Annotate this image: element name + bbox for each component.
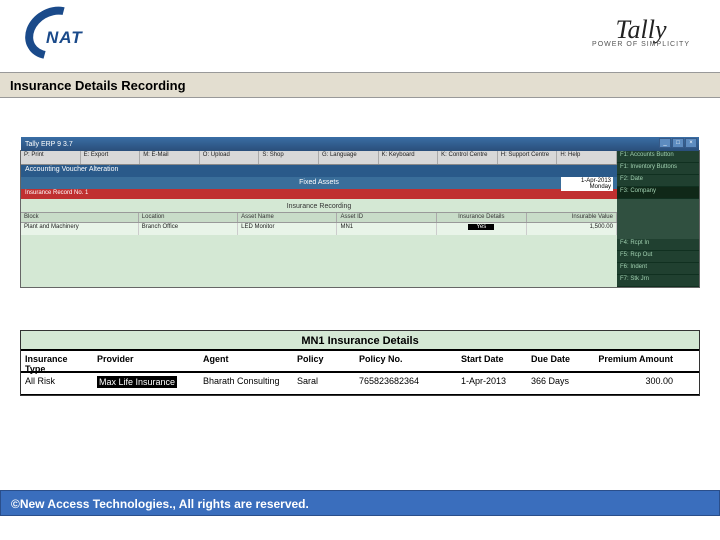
dh-policy: Policy <box>293 351 355 371</box>
sp-spacer <box>617 199 699 239</box>
app-titlebar: Tally ERP 9 3.7 _ □ × <box>21 137 699 151</box>
tb-export[interactable]: E: Export <box>81 151 141 164</box>
sp-company[interactable]: F3: Company <box>617 187 699 199</box>
dc-start: 1-Apr-2013 <box>457 373 527 394</box>
ins-headers: Block Location Asset Name Asset ID Insur… <box>21 212 617 223</box>
window-buttons: _ □ × <box>659 138 697 148</box>
ins-h-location: Location <box>139 213 238 222</box>
tb-support[interactable]: H: Support Centre <box>498 151 558 164</box>
nat-logo: NAT <box>20 6 96 62</box>
ins-c-details[interactable]: Yes <box>437 223 527 235</box>
ins-c-block: Plant and Machinery <box>21 223 139 235</box>
close-button[interactable]: × <box>685 138 697 148</box>
tb-email[interactable]: M: E-Mail <box>140 151 200 164</box>
dc-type: All Risk <box>21 373 93 394</box>
insurance-record-bar: Insurance Record No. 1 <box>21 189 617 199</box>
date-day: Monday <box>563 184 611 190</box>
ins-c-assetid: MN1 <box>337 223 436 235</box>
dc-due: 366 Days <box>527 373 587 394</box>
sp-indent[interactable]: F6: Indent <box>617 263 699 275</box>
ins-h-assetid: Asset ID <box>337 213 436 222</box>
detail-title: MN1 Insurance Details <box>21 331 699 351</box>
fixed-assets-bar: Fixed Assets Ctrl + M <box>21 177 617 189</box>
tally-logo-sub: POWER OF SIMPLICITY <box>592 41 690 48</box>
ins-h-details: Insurance Details <box>437 213 527 222</box>
tb-language[interactable]: G: Language <box>319 151 379 164</box>
footer: ©New Access Technologies., All rights ar… <box>0 490 720 516</box>
ins-c-value: 1,500.00 <box>527 223 617 235</box>
dc-policy: Saral <box>293 373 355 394</box>
tb-keyboard[interactable]: K: Keyboard <box>379 151 439 164</box>
detail-headers: Insurance Type Provider Agent Policy Pol… <box>21 351 699 373</box>
body-area: Insurance Recording Block Location Asset… <box>21 199 617 287</box>
app-title-text: Tally ERP 9 3.7 <box>25 141 73 148</box>
sp-accounts[interactable]: F1: Accounts Button <box>617 151 699 163</box>
tally-logo-text: Tally <box>592 18 690 41</box>
tb-print[interactable]: P: Print <box>21 151 81 164</box>
voucher-bar: Accounting Voucher Alteration <box>21 165 617 177</box>
header: NAT Tally POWER OF SIMPLICITY <box>0 0 720 72</box>
ins-c-asset: LED Monitor <box>238 223 337 235</box>
tally-app-window: Tally ERP 9 3.7 _ □ × P: Print E: Export… <box>20 150 700 288</box>
dc-policyno: 765823682364 <box>355 373 457 394</box>
ins-c-location: Branch Office <box>139 223 238 235</box>
toolbar: P: Print E: Export M: E-Mail O: Upload S… <box>21 151 617 165</box>
tb-control[interactable]: K: Control Centre <box>438 151 498 164</box>
sp-rcpout[interactable]: F5: Rcp Out <box>617 251 699 263</box>
tb-shop[interactable]: S: Shop <box>259 151 319 164</box>
dh-policyno: Policy No. <box>355 351 457 371</box>
detail-row[interactable]: All Risk Max Life Insurance Bharath Cons… <box>21 373 699 395</box>
ins-recording-title: Insurance Recording <box>21 199 617 212</box>
sp-stkjrn[interactable]: F7: Stk Jrn <box>617 275 699 287</box>
nat-logo-text: NAT <box>46 28 83 48</box>
ins-h-value: Insurable Value <box>527 213 617 222</box>
ins-h-block: Block <box>21 213 139 222</box>
yes-cell: Yes <box>468 224 494 230</box>
ins-row[interactable]: Plant and Machinery Branch Office LED Mo… <box>21 223 617 235</box>
tb-upload[interactable]: O: Upload <box>200 151 260 164</box>
tb-help[interactable]: H: Help <box>557 151 617 164</box>
page-title: Insurance Details Recording <box>0 72 720 98</box>
tally-logo: Tally POWER OF SIMPLICITY <box>592 18 690 48</box>
app-main: P: Print E: Export M: E-Mail O: Upload S… <box>21 151 617 287</box>
dh-premium: Premium Amount <box>587 351 677 371</box>
minimize-button[interactable]: _ <box>659 138 671 148</box>
dh-due: Due Date <box>527 351 587 371</box>
dh-provider: Provider <box>93 351 199 371</box>
ins-h-asset: Asset Name <box>238 213 337 222</box>
dh-agent: Agent <box>199 351 293 371</box>
dc-agent: Bharath Consulting <box>199 373 293 394</box>
dh-start: Start Date <box>457 351 527 371</box>
sp-rcptin[interactable]: F4: Rcpt In <box>617 239 699 251</box>
dc-provider[interactable]: Max Life Insurance <box>93 373 199 394</box>
detail-section: MN1 Insurance Details Insurance Type Pro… <box>20 330 700 396</box>
provider-highlight: Max Life Insurance <box>97 376 177 388</box>
side-panel: F1: Accounts Button F1: Inventory Button… <box>617 151 699 287</box>
fixed-assets-text: Fixed Assets <box>299 179 339 186</box>
maximize-button[interactable]: □ <box>672 138 684 148</box>
dh-type: Insurance Type <box>21 351 93 371</box>
dc-premium: 300.00 <box>587 373 677 394</box>
date-box: 1-Apr-2013 Monday <box>561 177 613 191</box>
sp-inventory[interactable]: F1: Inventory Buttons <box>617 163 699 175</box>
sp-date[interactable]: F2: Date <box>617 175 699 187</box>
